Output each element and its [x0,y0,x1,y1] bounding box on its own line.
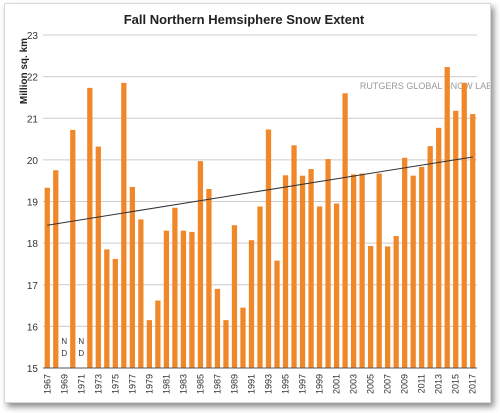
bar-1992 [257,206,263,368]
bar-2002 [342,93,348,369]
bar-1979 [146,320,153,368]
x-tick-label-1993: 1993 [264,374,274,394]
bar-1975 [112,258,118,368]
x-tick-label-2013: 2013 [434,374,444,394]
bar-1995 [282,175,289,368]
x-tick-label-2011: 2011 [417,374,427,393]
x-axis-ticks: 1967 1969 1971 1973 1975 1977 1979 1981 1983 1985… [42,374,477,394]
bar-1973 [95,146,101,368]
no-data-marker-1971: D [78,349,84,358]
x-tick-label-1999: 1999 [315,374,325,394]
bar-2009 [402,157,408,368]
bar-1976 [121,82,127,369]
x-tick-label-2015: 2015 [451,374,461,394]
bar-1977 [129,186,135,368]
x-tick-label-1969: 1969 [59,374,69,394]
y-tick-label-18: 18 [27,239,39,250]
x-tick-label-1979: 1979 [144,374,154,394]
bar-1989 [231,225,238,368]
bar-1983 [180,230,187,368]
bar-2016 [461,82,467,369]
bar-1993 [265,129,272,368]
x-tick-label-1987: 1987 [212,374,222,394]
y-tick-label-22: 22 [27,73,39,84]
y-tick-label-16: 16 [27,322,39,333]
y-tick-label-20: 20 [27,156,39,167]
x-tick-label-1971: 1971 [76,374,86,394]
bar-1982 [172,207,178,368]
y-tick-label-17: 17 [27,281,39,292]
x-tick-label-1985: 1985 [195,374,205,394]
x-tick-label-1967: 1967 [42,374,52,394]
no-data-marker-1971: N [78,337,84,346]
bar-1998 [308,169,314,368]
y-axis-ticks: 15 16 17 18 19 20 21 22 23 [27,31,39,375]
bar-2000 [325,159,331,368]
bar-series [44,67,476,369]
bar-2011 [419,166,425,368]
y-tick-label-21: 21 [27,114,39,125]
x-tick-label-2003: 2003 [349,374,359,394]
bar-2014 [444,67,450,368]
y-axis-label: Million sq. km [19,38,30,104]
bar-1980 [155,300,161,368]
y-tick-label-15: 15 [27,364,39,375]
no-data-marker-1969: D [61,349,67,358]
bar-2004 [359,173,365,368]
x-tick-label-1973: 1973 [93,374,103,394]
x-tick-label-2017: 2017 [468,374,478,394]
bar-1997 [299,175,306,368]
bar-1984 [189,231,195,368]
trendline [47,156,473,226]
bar-2010 [410,175,416,368]
bar-1987 [214,288,221,368]
y-tick-label-19: 19 [27,198,39,209]
snow-extent-chart: Fall Northern Hemsiphere Snow Extent Mil… [19,12,490,394]
bar-2005 [367,246,374,368]
bar-2001 [333,203,340,368]
bar-1974 [104,249,110,368]
bar-1994 [274,260,280,368]
watermark-label: RUTGERS GLOBAL SNOW LAB [360,81,490,91]
bar-1968 [53,170,59,368]
x-tick-label-1995: 1995 [281,374,291,394]
chart-title: Fall Northern Hemsiphere Snow Extent [124,12,365,27]
bar-2006 [376,173,382,368]
bar-2007 [385,246,391,368]
bar-2017 [470,114,476,369]
x-tick-label-2005: 2005 [366,374,376,394]
bar-1967 [44,187,50,368]
bar-2012 [427,146,433,368]
bar-1970 [70,129,76,368]
bar-2003 [350,174,357,368]
x-tick-label-1975: 1975 [110,374,120,394]
bar-2015 [453,110,459,368]
x-tick-label-1977: 1977 [127,374,137,394]
bar-1988 [223,320,229,368]
x-tick-label-2007: 2007 [383,374,393,394]
x-tick-label-1981: 1981 [161,374,171,394]
x-tick-label-1983: 1983 [178,374,188,394]
y-tick-label-23: 23 [27,31,39,42]
bar-2013 [436,127,442,368]
chart-frame: Fall Northern Hemsiphere Snow Extent Mil… [4,3,491,403]
x-tick-label-2009: 2009 [400,374,410,394]
bar-1991 [248,240,255,368]
bar-1986 [206,189,212,368]
bar-1978 [138,219,144,368]
bar-1985 [197,161,204,368]
x-tick-label-1991: 1991 [246,374,256,394]
x-tick-label-1989: 1989 [229,374,239,394]
bar-2008 [393,236,399,368]
bar-1981 [163,230,170,368]
bar-1972 [87,87,93,369]
x-tick-label-1997: 1997 [298,374,308,394]
x-tick-label-2001: 2001 [332,374,342,394]
no-data-marker-1969: N [61,337,67,346]
bar-1996 [291,145,297,368]
bar-1990 [240,307,246,368]
bar-1999 [316,206,323,368]
